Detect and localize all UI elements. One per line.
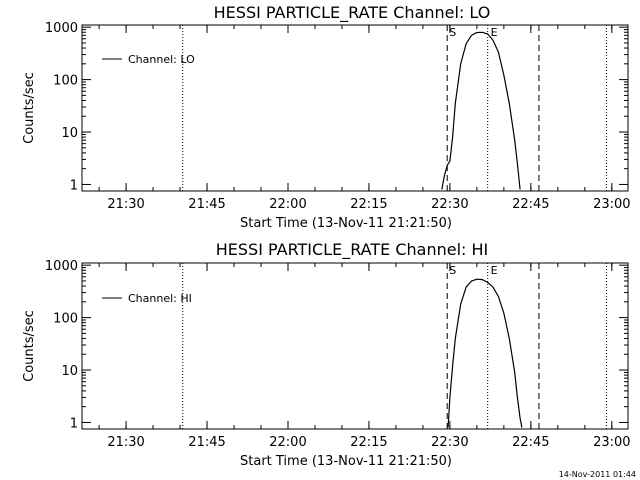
y-tick-label: 1000: [45, 21, 78, 36]
y-tick-labels: 1 10 100 1000: [45, 259, 78, 431]
y-tick-label: 10: [61, 126, 78, 141]
x-tick-labels: 21:30 21:45 22:00 22:15 22:30 22:45 23:00: [107, 197, 630, 212]
y-axis-label: Counts/sec: [22, 72, 37, 144]
x-axis-label: Start Time (13-Nov-11 21:21:50): [240, 216, 452, 231]
x-tick-label: 22:45: [512, 435, 549, 450]
x-tick-label: 23:00: [593, 197, 630, 212]
y-tick-labels: 1 10 100 1000: [45, 21, 78, 193]
x-tick-label: 21:30: [107, 435, 144, 450]
y-tick-label: 1000: [45, 259, 78, 274]
plot-frame: [81, 262, 629, 430]
x-tick-label: 21:45: [188, 435, 225, 450]
footer-timestamp: 14-Nov-2011 01:44: [559, 470, 636, 479]
y-axis-label: Counts/sec: [22, 310, 37, 382]
legend-entry: Channel: LO: [128, 53, 195, 66]
x-axis-label: Start Time (13-Nov-11 21:21:50): [240, 454, 452, 469]
y-tick-label: 1: [70, 416, 78, 431]
x-tick-label: 22:45: [512, 197, 549, 212]
x-tick-label: 21:45: [188, 197, 225, 212]
marker-label: S: [449, 264, 456, 277]
chart-title: HESSI PARTICLE_RATE Channel: LO: [214, 3, 491, 23]
x-tick-label: 22:15: [350, 197, 387, 212]
legend-entry: Channel: HI: [128, 292, 192, 305]
marker-label: E: [491, 264, 498, 277]
chart-panel-hi: HESSI PARTICLE_RATE Channel: HI 21:30 21:…: [22, 240, 631, 469]
series-line: [447, 278, 523, 428]
x-tick-label: 22:15: [350, 435, 387, 450]
x-tick-label: 22:30: [431, 435, 468, 450]
x-tick-label: 22:00: [269, 197, 306, 212]
x-tick-labels: 21:30 21:45 22:00 22:15 22:30 22:45 23:00: [107, 435, 630, 450]
x-tick-label: 21:30: [107, 197, 144, 212]
y-tick-label: 100: [53, 74, 78, 89]
marker-label: S: [449, 26, 456, 39]
x-tick-label: 22:30: [431, 197, 468, 212]
marker-label: E: [491, 26, 498, 39]
plot-marks: ES: [82, 263, 628, 429]
chart-title: HESSI PARTICLE_RATE Channel: HI: [216, 240, 489, 260]
y-tick-label: 1: [70, 178, 78, 193]
x-tick-label: 23:00: [593, 435, 630, 450]
series-line: [441, 31, 521, 190]
plot-marks: ES: [82, 25, 628, 191]
plot-frame: [81, 24, 629, 192]
chart-panel-lo: HESSI PARTICLE_RATE Channel: LO 21:30 21:…: [22, 3, 631, 231]
x-tick-label: 22:00: [269, 435, 306, 450]
y-tick-label: 100: [53, 312, 78, 327]
y-tick-label: 10: [61, 364, 78, 379]
